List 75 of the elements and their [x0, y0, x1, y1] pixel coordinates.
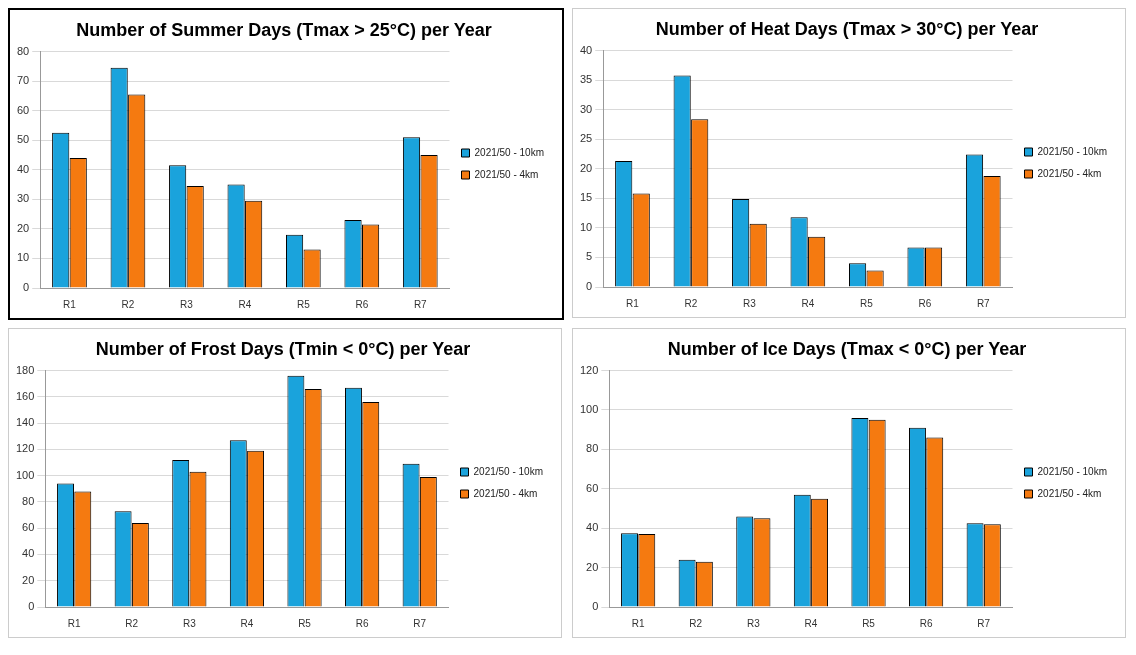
y-tick-label: 10	[16, 251, 30, 264]
y-tick-label: 40	[22, 547, 35, 560]
y-tick-label: 0	[23, 281, 30, 294]
chart-title: Number of Heat Days (Tmax > 30°C) per Year	[655, 18, 1039, 39]
y-tick-label: 30	[16, 192, 30, 205]
y-tick-label: 20	[586, 560, 599, 573]
chart-title: Number of Summer Days (Tmax > 25°C) per Year	[76, 19, 492, 40]
y-tick-label: 10	[579, 220, 593, 233]
y-tick-label: 140	[15, 416, 35, 429]
y-tick-label: 180	[15, 363, 35, 376]
y-tick-label: 0	[592, 600, 599, 613]
y-tick-label: 0	[28, 600, 35, 613]
legend-label: 2021/50 - 4km	[473, 487, 538, 499]
x-tick-label: R5	[296, 298, 311, 310]
x-tick-label: R1	[631, 617, 645, 629]
x-tick-label: R4	[804, 617, 818, 629]
x-tick-label: R7	[413, 298, 428, 310]
x-tick-label: R2	[125, 617, 139, 629]
x-tick-label: R3	[180, 298, 194, 310]
x-tick-label: R5	[859, 297, 874, 309]
x-tick-label: R3	[743, 297, 757, 309]
legend-label: 2021/50 - 10km	[473, 465, 544, 477]
y-tick-label: 70	[16, 74, 30, 87]
x-tick-label: R2	[121, 298, 135, 310]
y-tick-label: 20	[16, 221, 30, 234]
y-tick-label: 60	[16, 103, 30, 116]
y-tick-label: 100	[579, 403, 599, 416]
y-tick-label: 30	[579, 102, 593, 115]
y-tick-label: 100	[15, 468, 35, 481]
x-tick-label: R7	[976, 297, 991, 309]
y-tick-label: 160	[15, 389, 35, 402]
x-tick-label: R7	[977, 617, 991, 629]
legend-label: 2021/50 - 4km	[1037, 487, 1102, 499]
legend-label: 2021/50 - 10km	[474, 146, 545, 158]
y-tick-label: 40	[586, 521, 599, 534]
y-tick-label: 40	[579, 43, 593, 56]
x-tick-label: R4	[801, 297, 815, 309]
y-tick-label: 80	[586, 442, 599, 455]
x-tick-label: R1	[626, 297, 640, 309]
legend-label: 2021/50 - 4km	[474, 168, 539, 180]
legend-label: 2021/50 - 10km	[1037, 145, 1108, 157]
y-tick-label: 0	[586, 280, 593, 293]
x-tick-label: R6	[918, 297, 932, 309]
y-tick-label: 35	[579, 73, 593, 86]
x-tick-label: R5	[862, 617, 876, 629]
y-tick-label: 120	[15, 442, 35, 455]
x-tick-label: R3	[182, 617, 197, 629]
x-tick-label: R1	[67, 617, 81, 629]
x-tick-label: R6	[355, 617, 369, 629]
y-tick-label: 5	[586, 250, 593, 263]
y-tick-label: 60	[22, 521, 35, 534]
chart-title: Number of Frost Days (Tmin < 0°C) per Year	[95, 338, 471, 359]
y-tick-label: 20	[22, 573, 35, 586]
y-tick-label: 60	[586, 481, 599, 494]
legend-label: 2021/50 - 10km	[1037, 465, 1108, 477]
x-tick-label: R4	[240, 617, 254, 629]
chart-title: Number of Ice Days (Tmax < 0°C) per Year	[667, 338, 1027, 359]
y-tick-label: 20	[579, 161, 593, 174]
y-tick-label: 80	[22, 494, 35, 507]
x-tick-label: R3	[746, 617, 761, 629]
y-tick-label: 80	[16, 44, 30, 57]
x-tick-label: R7	[413, 617, 427, 629]
x-tick-label: R2	[689, 617, 703, 629]
legend-label: 2021/50 - 4km	[1037, 167, 1102, 179]
x-tick-label: R2	[684, 297, 698, 309]
y-tick-label: 50	[16, 133, 30, 146]
y-tick-label: 40	[16, 162, 30, 175]
x-tick-label: R4	[238, 298, 252, 310]
y-tick-label: 120	[579, 363, 599, 376]
y-tick-label: 25	[579, 132, 593, 145]
x-tick-label: R1	[63, 298, 77, 310]
y-tick-label: 15	[579, 191, 593, 204]
x-tick-label: R6	[919, 617, 933, 629]
x-tick-label: R6	[355, 298, 369, 310]
x-tick-label: R5	[298, 617, 312, 629]
